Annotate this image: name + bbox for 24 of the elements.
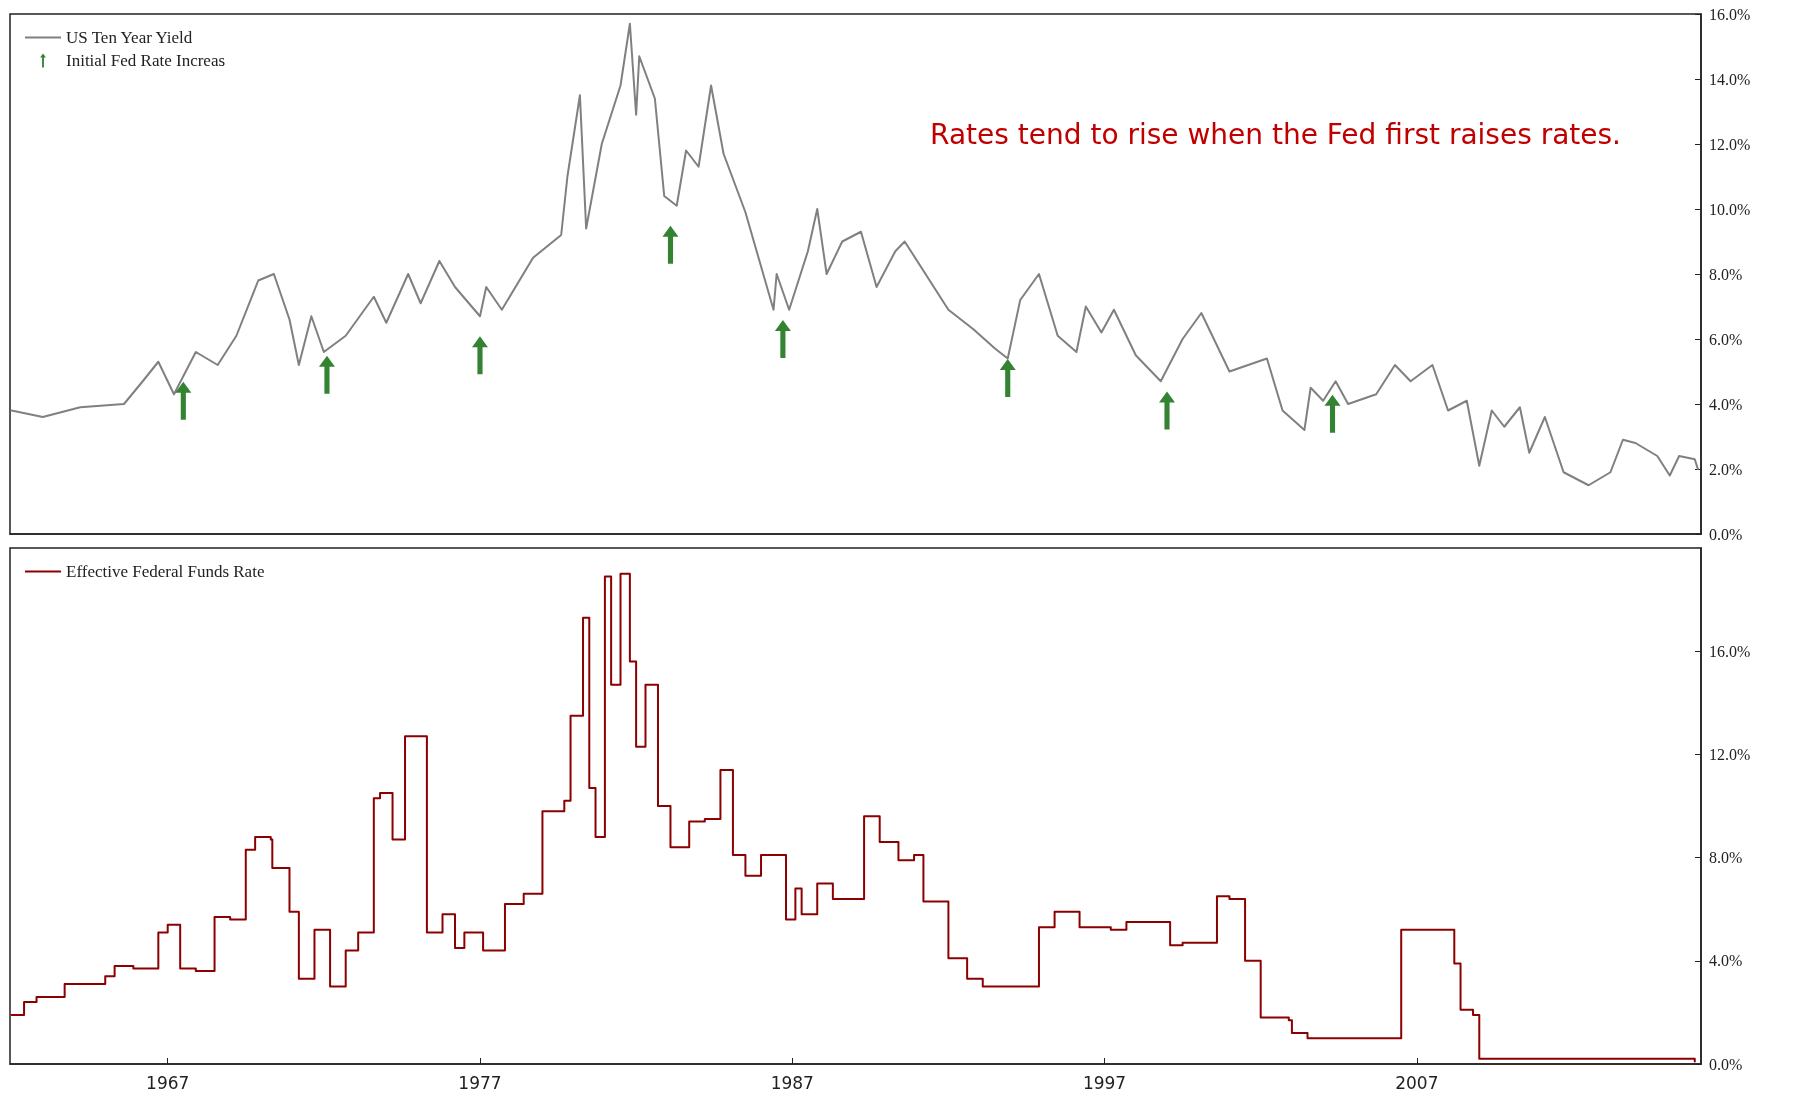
y-tick-label: 2.0% bbox=[1709, 460, 1743, 478]
y-tick-label: 4.0% bbox=[1709, 395, 1743, 413]
y-tick-label: 10.0% bbox=[1709, 200, 1751, 218]
annotation: Rates tend to rise when the Fed first raises rates. bbox=[930, 117, 1622, 151]
legend-label: Effective Federal Funds Rate bbox=[66, 562, 265, 581]
line-series bbox=[10, 22, 1699, 487]
x-tick-label: 1987 bbox=[770, 1072, 814, 1093]
y-tick-label: 4.0% bbox=[1709, 952, 1743, 970]
x-tick-label: 1997 bbox=[1082, 1072, 1127, 1093]
y-tick-label: 14.0% bbox=[1709, 70, 1751, 88]
legend-label: US Ten Year Yield bbox=[66, 28, 193, 47]
x-tick-label: 2007 bbox=[1395, 1072, 1439, 1093]
y-tick-label: 0.0% bbox=[1709, 525, 1743, 543]
y-tick-label: 16.0% bbox=[1709, 5, 1751, 23]
x-tick-label: 1977 bbox=[458, 1072, 502, 1093]
x-tick-label: 1967 bbox=[146, 1072, 190, 1093]
y-tick-label: 6.0% bbox=[1709, 330, 1743, 348]
y-tick-label: 0.0% bbox=[1709, 1055, 1743, 1073]
y-tick-label: 12.0% bbox=[1709, 135, 1751, 153]
y-tick-label: 8.0% bbox=[1709, 265, 1743, 283]
y-tick-label: 16.0% bbox=[1709, 642, 1751, 660]
legend-label: Initial Fed Rate Increas bbox=[66, 51, 226, 70]
y-tick-label: 8.0% bbox=[1709, 849, 1743, 867]
y-tick-label: 12.0% bbox=[1709, 745, 1751, 763]
